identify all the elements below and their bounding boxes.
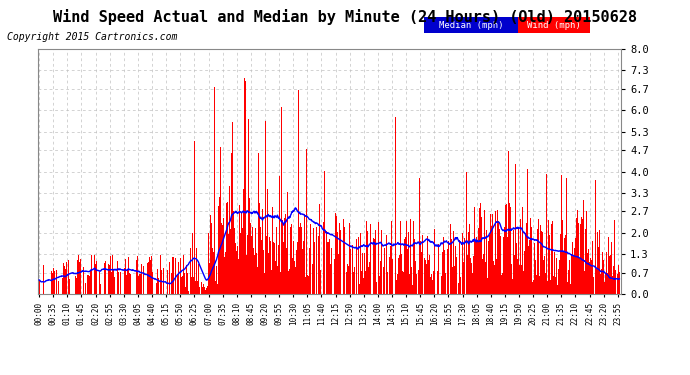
Text: Wind Speed Actual and Median by Minute (24 Hours) (Old) 20150628: Wind Speed Actual and Median by Minute (… (53, 9, 637, 26)
Text: Median (mph): Median (mph) (439, 21, 503, 30)
Text: Wind (mph): Wind (mph) (527, 21, 580, 30)
Text: Copyright 2015 Cartronics.com: Copyright 2015 Cartronics.com (7, 32, 177, 42)
